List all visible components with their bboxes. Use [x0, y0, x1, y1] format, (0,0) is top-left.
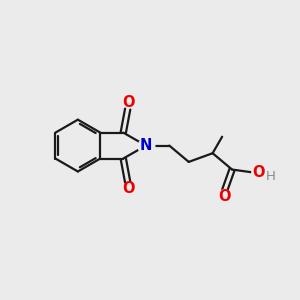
Text: O: O [122, 181, 134, 196]
Text: O: O [252, 165, 265, 180]
Text: H: H [266, 169, 276, 182]
Text: O: O [218, 189, 230, 204]
Text: O: O [122, 95, 134, 110]
Text: N: N [140, 138, 152, 153]
